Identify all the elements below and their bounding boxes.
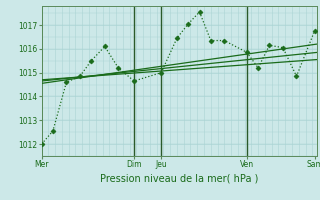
X-axis label: Pression niveau de la mer( hPa ): Pression niveau de la mer( hPa ): [100, 173, 258, 183]
